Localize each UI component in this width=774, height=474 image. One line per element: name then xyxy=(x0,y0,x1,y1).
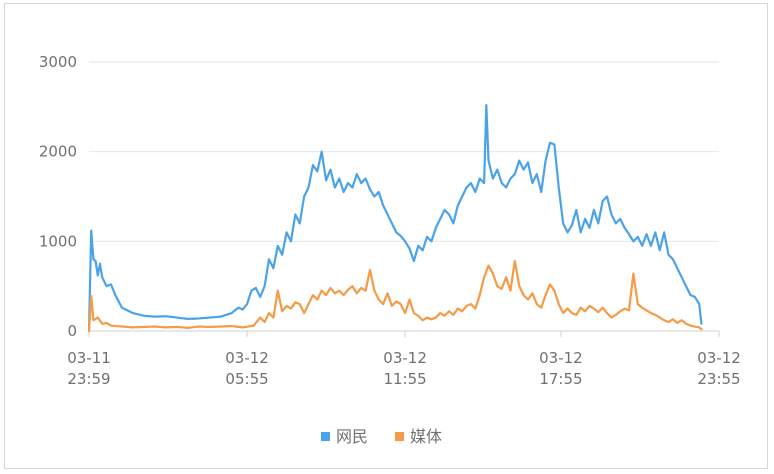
legend-label: 媒体 xyxy=(410,427,442,446)
y-tick-label: 2000 xyxy=(39,143,77,161)
y-axis-ticks: 0 1000 2000 3000 xyxy=(39,53,77,340)
y-gridlines xyxy=(89,61,719,332)
chart-card: 0 1000 2000 3000 03-11 23:59 03-12 05:55 03-12 1… xyxy=(4,3,768,469)
legend-label: 网民 xyxy=(336,427,368,446)
x-tick-label: 03-12 05:55 xyxy=(225,349,269,388)
y-tick-label: 3000 xyxy=(39,53,77,71)
y-tick-label: 0 xyxy=(67,322,77,340)
legend-swatch xyxy=(395,432,404,441)
x-tick-label: 03-12 11:55 xyxy=(383,349,427,388)
series-lines xyxy=(87,103,703,333)
x-tick-label: 03-12 17:55 xyxy=(539,349,583,388)
y-tick-label: 1000 xyxy=(39,232,77,250)
line-chart: 0 1000 2000 3000 03-11 23:59 03-12 05:55 03-12 1… xyxy=(39,53,741,446)
series-line-网民 xyxy=(87,103,703,333)
legend: 网民 媒体 xyxy=(321,427,442,446)
series-line-媒体 xyxy=(87,259,703,333)
x-axis-ticks: 03-11 23:59 03-12 05:55 03-12 11:55 03-12 17:55… xyxy=(67,331,741,388)
x-tick-label: 03-12 23:55 xyxy=(697,349,741,388)
legend-swatch xyxy=(321,432,330,441)
x-tick-label: 03-11 23:59 xyxy=(67,349,111,388)
